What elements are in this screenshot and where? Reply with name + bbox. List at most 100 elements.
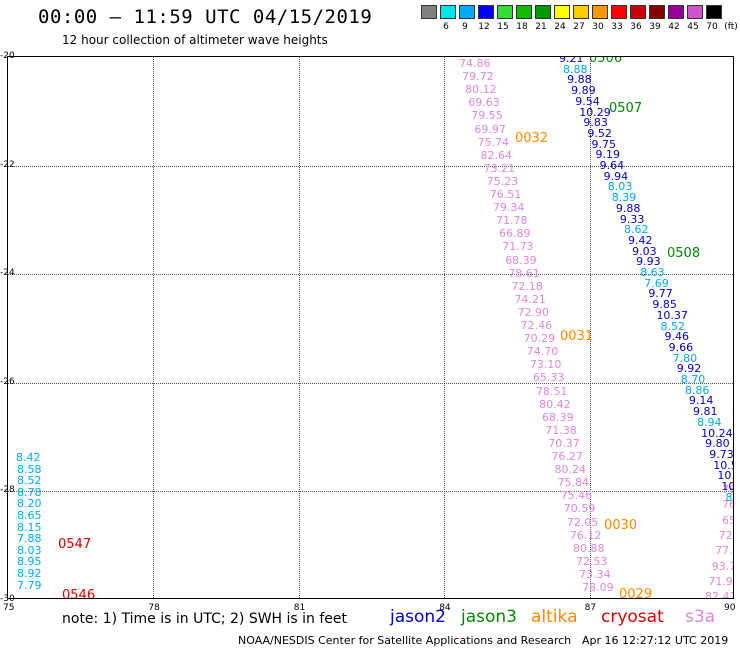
- s3a-value: 72.90: [517, 305, 550, 319]
- s3a-value: 66.89: [499, 227, 531, 241]
- s3a-value: 73.10: [529, 358, 562, 372]
- s3a-value: 71.9: [708, 574, 733, 588]
- jason-value: 10.37: [656, 308, 688, 322]
- s3a-value: 71.38: [545, 423, 577, 437]
- jason-value: 9.19: [595, 148, 621, 162]
- s3a-value: 76.: [722, 483, 733, 496]
- jason-value: 8.52: [17, 474, 42, 488]
- grid-line: [8, 274, 733, 276]
- time-label: 0030: [604, 518, 638, 533]
- s3a-value: 68.39: [505, 253, 537, 267]
- grid-line: [589, 57, 591, 598]
- jason-value: 9.42: [628, 233, 653, 247]
- jason-value: 9.81: [692, 405, 718, 419]
- scale-label: 27: [573, 22, 585, 32]
- lat-tick-label: -28: [0, 485, 15, 496]
- jason-value: 8.58: [17, 462, 42, 476]
- scale-swatch: [497, 5, 513, 19]
- jason-value: 7.88: [17, 532, 42, 546]
- jason-value: 8.78: [17, 485, 42, 499]
- s3a-value: 78.51: [536, 384, 568, 398]
- time-label: 0547: [58, 537, 92, 552]
- s3a-value: 74.86: [459, 57, 491, 70]
- legend-s3a: s3a: [685, 607, 716, 627]
- jason-value: 9.75: [591, 137, 616, 151]
- legend-jason3: jason3: [461, 607, 517, 627]
- jason-value: 9.66: [668, 340, 694, 354]
- scale-swatch: [649, 5, 665, 19]
- jason-value: 8.70: [680, 373, 706, 386]
- s3a-value: 73.21: [483, 161, 516, 175]
- scale-swatch: [706, 5, 722, 19]
- jason-value: 9.88: [615, 201, 641, 215]
- scale-label: 33: [611, 22, 623, 32]
- lat-tick-label: -30: [0, 594, 15, 604]
- scale-label: 45: [687, 22, 699, 32]
- s3a-value: 80.24: [554, 463, 586, 477]
- s3a-value: 75.46: [560, 489, 593, 503]
- grid-line: [444, 57, 446, 598]
- jason-value: 9.21: [559, 56, 584, 65]
- scale-label: 24: [554, 22, 566, 32]
- time-label: 0506: [589, 56, 623, 66]
- s3a-value: 82.64: [480, 148, 513, 162]
- s3a-value: 71.73: [502, 240, 534, 254]
- jason-value: 9.14: [688, 394, 714, 408]
- scale-swatch: [459, 5, 475, 19]
- scale-swatch: [478, 5, 494, 19]
- jason-value: 9.89: [571, 84, 596, 98]
- s3a-value: 70.37: [548, 436, 580, 450]
- time-label: 0546: [62, 588, 96, 599]
- jason-value: 9.64: [599, 159, 625, 172]
- map-plot-area: 74.86 79.72 80.12 69.63 79.55 69.97 75.74 82.64…: [7, 56, 734, 599]
- s3a-value: 78.09: [582, 581, 614, 594]
- jason-value: 10.24: [701, 426, 733, 440]
- jason-value: 9.80: [705, 437, 730, 451]
- scale-swatch: [421, 5, 437, 19]
- scale-label: 42: [668, 22, 680, 32]
- s3a-value: 69.97: [474, 122, 506, 136]
- s3a-value: 76.12: [569, 528, 602, 542]
- scale-label: 9: [462, 22, 468, 32]
- lon-tick-label: 75: [3, 603, 15, 613]
- jason-value: 8.88: [563, 62, 588, 76]
- note-text: note: 1) Time is in UTC; 2) SWH is in fe…: [62, 611, 348, 627]
- scale-swatch: [687, 5, 703, 19]
- legend-jason2: jason2: [390, 607, 446, 627]
- s3a-value: 65.33: [532, 371, 565, 385]
- jason-value: 8.42: [16, 451, 41, 464]
- jason-value: 8.03: [17, 543, 42, 557]
- s3a-value: 75.84: [557, 476, 590, 490]
- time-label: 0029: [619, 587, 653, 599]
- s3a-value: 72.53: [576, 554, 608, 568]
- scale-swatch: [592, 5, 608, 19]
- jason-value: 10.: [721, 480, 733, 493]
- jason-value: 9.77: [648, 287, 673, 301]
- s3a-value: 78.61: [508, 266, 540, 280]
- lon-tick-label: 81: [293, 603, 306, 613]
- s3a-value: 75.74: [477, 135, 509, 149]
- s3a-value: 76.3: [722, 498, 733, 512]
- jason-value: 8.03: [607, 180, 633, 194]
- time-label: 0507: [609, 101, 643, 116]
- jason-value: 9.03: [632, 244, 657, 258]
- s3a-value: 80.42: [539, 397, 571, 411]
- scale-label: 21: [535, 22, 547, 32]
- jason-value: 8.15: [17, 520, 42, 534]
- s3a-value: 72.46: [520, 319, 553, 332]
- jason-value: 9.88: [567, 73, 592, 87]
- scale-swatch: [554, 5, 570, 19]
- jason-value: 8.: [725, 490, 733, 504]
- s3a-value: 72.18: [511, 279, 543, 293]
- jason-value: 9.83: [583, 116, 608, 130]
- jason-value: 8.65: [17, 509, 42, 522]
- s3a-value: 68.39: [542, 410, 574, 424]
- jason-value: 8.52: [660, 319, 686, 333]
- jason-value: 8.94: [697, 415, 722, 429]
- scale-swatch: [573, 5, 589, 19]
- lat-tick-label: -26: [0, 376, 15, 387]
- scale-label: 70: [706, 22, 718, 32]
- footer-credit: NOAA/NESDIS Center for Satellite Applica…: [238, 634, 572, 647]
- grid-line: [153, 57, 155, 598]
- jason-value: 7.69: [644, 276, 669, 290]
